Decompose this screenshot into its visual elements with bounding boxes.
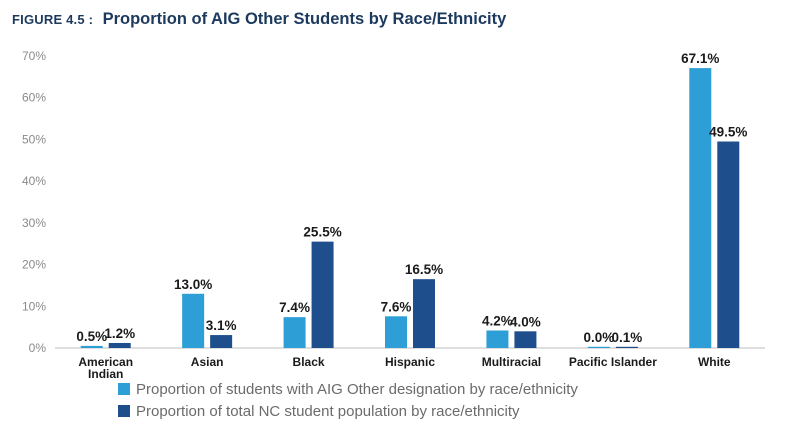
data-label: 25.5% [303,225,341,240]
y-tick-label: 0% [29,341,47,355]
bar-aig-other [80,345,103,348]
bar-aig-other [689,68,712,349]
y-tick-label: 50% [22,132,46,146]
bar-nc-population [311,241,334,348]
data-label: 13.0% [174,277,212,292]
bar-nc-population [514,331,537,348]
figure-title: Proportion of AIG Other Students by Race… [102,10,507,28]
data-label: 4.0% [510,314,541,329]
category-label: Pacific Islander [569,355,657,369]
data-label: 4.2% [482,313,513,328]
legend-label-aig-other: Proportion of students with AIG Other de… [136,380,578,398]
y-tick-label: 20% [22,258,46,272]
bar-nc-population [717,141,740,348]
y-tick-label: 70% [22,49,46,63]
category-label: American [78,355,133,369]
y-tick-label: 40% [22,174,46,188]
bar-nc-population [108,342,131,348]
category-label: Asian [191,355,224,369]
legend: Proportion of students with AIG Other de… [118,378,578,422]
bar-aig-other [283,317,306,348]
legend-item-aig-other: Proportion of students with AIG Other de… [118,378,578,400]
data-label: 7.4% [279,300,310,315]
legend-swatch-aig-other [118,383,130,395]
data-label: 7.6% [381,299,412,314]
figure-title-row: FIGURE 4.5 : Proportion of AIG Other Stu… [12,10,506,29]
category-label: Hispanic [385,355,435,369]
legend-label-nc-population: Proportion of total NC student populatio… [136,402,520,420]
y-tick-label: 30% [22,216,46,230]
bar-aig-other [587,346,610,348]
data-label: 0.1% [611,330,642,345]
data-label: 0.5% [76,329,107,344]
data-label: 3.1% [206,318,237,333]
data-label: 49.5% [709,125,747,140]
legend-swatch-nc-population [118,405,130,417]
data-label: 0.0% [583,330,614,345]
bar-aig-other [182,293,205,348]
y-tick-label: 10% [22,299,46,313]
data-label: 16.5% [405,262,443,277]
category-label: Indian [88,367,123,381]
bar-nc-population [210,335,233,348]
category-label: Black [293,355,325,369]
bar-aig-other [486,330,509,348]
bar-aig-other [385,316,407,348]
data-label: 1.2% [104,326,135,341]
data-label: 67.1% [681,51,719,66]
category-label: Multiracial [482,355,541,369]
figure-label: FIGURE 4.5 : [12,12,94,27]
bar-nc-population [413,279,435,348]
category-label: White [698,355,731,369]
legend-item-nc-population: Proportion of total NC student populatio… [118,400,578,422]
bar-nc-population [615,346,638,348]
y-tick-label: 60% [22,91,46,105]
